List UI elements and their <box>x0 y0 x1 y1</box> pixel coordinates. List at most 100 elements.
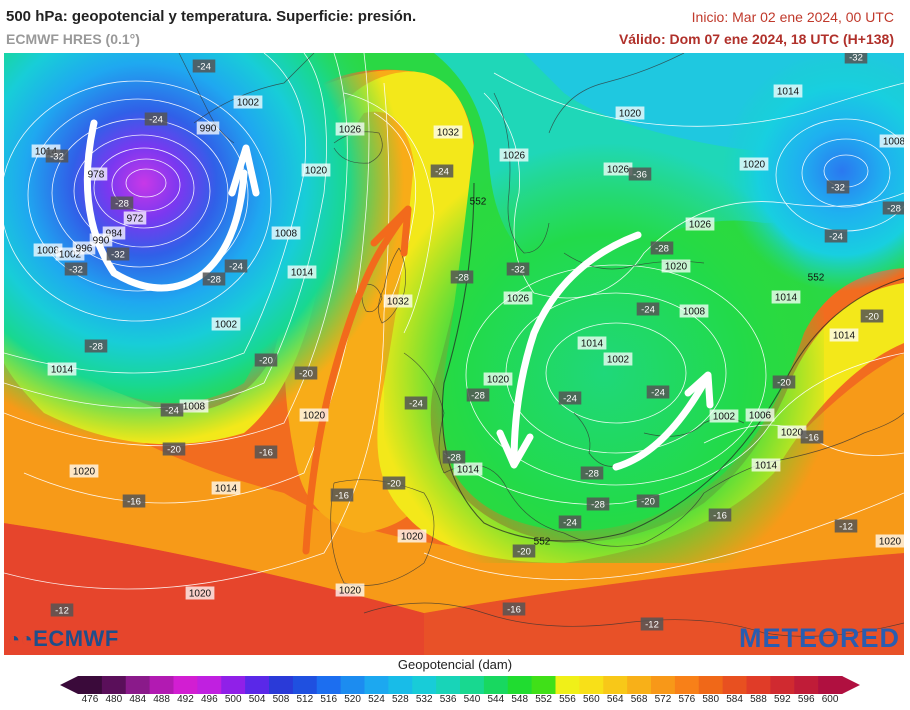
colorbar-tick: 536 <box>439 694 457 705</box>
pressure-label: 1008 <box>679 304 709 318</box>
svg-text:-20: -20 <box>167 445 181 456</box>
svg-text:1002: 1002 <box>59 250 82 261</box>
svg-text:-20: -20 <box>387 479 401 490</box>
colorbar-swatch <box>674 676 700 694</box>
pressure-label: 1032 <box>383 294 413 308</box>
colorbar-swatch <box>603 676 628 694</box>
svg-text:1014: 1014 <box>833 331 856 342</box>
svg-text:-20: -20 <box>777 378 791 389</box>
temperature-label: -20 <box>636 494 660 508</box>
colorbar-tick: 520 <box>344 694 361 705</box>
svg-text:-20: -20 <box>865 312 879 323</box>
pressure-label: 1014 <box>47 362 77 376</box>
colorbar-tick: 600 <box>821 694 839 705</box>
colorbar-swatch <box>507 676 533 694</box>
temperature-label: -28 <box>580 466 604 480</box>
colorbar-swatch <box>173 676 198 694</box>
svg-text:1020: 1020 <box>487 375 510 386</box>
svg-text:-16: -16 <box>507 605 521 616</box>
svg-text:-20: -20 <box>641 497 655 508</box>
temperature-label: -16 <box>122 494 146 508</box>
temperature-label: -28 <box>84 339 108 353</box>
contour-label: 552 <box>808 273 825 284</box>
colorbar-swatch <box>531 676 556 694</box>
svg-text:-16: -16 <box>259 448 273 459</box>
colorbar-ticks: 476 480 484 488 492 496 500 504 508 512 516 520 524 5… <box>58 694 860 708</box>
svg-text:-24: -24 <box>651 388 665 399</box>
svg-text:-20: -20 <box>259 356 273 367</box>
svg-text:1020: 1020 <box>781 428 804 439</box>
colorbar-swatch <box>555 676 580 694</box>
colorbar-tick: 544 <box>487 694 505 705</box>
pressure-label: 1002 <box>709 409 739 423</box>
pressure-label: 1020 <box>69 464 99 478</box>
svg-text:-24: -24 <box>435 167 449 178</box>
colorbar-swatch <box>412 676 437 694</box>
svg-text:-28: -28 <box>655 244 669 255</box>
pressure-label: 990 <box>89 233 113 247</box>
colorbar-tick: 592 <box>773 694 791 705</box>
svg-text:1014: 1014 <box>457 465 480 476</box>
temperature-label: -16 <box>800 430 824 444</box>
colorbar-tick: 532 <box>415 694 433 705</box>
pressure-label: 1008 <box>33 243 63 257</box>
model-name: ECMWF HRES (0.1°) <box>6 31 140 47</box>
colorbar-tick: 548 <box>511 694 529 705</box>
svg-text:-36: -36 <box>633 170 647 181</box>
colorbar-tick: 564 <box>606 694 624 705</box>
colorbar-tick: 580 <box>702 694 720 705</box>
svg-text:552: 552 <box>534 537 551 548</box>
pressure-label: 978 <box>84 167 108 181</box>
pressure-label: 1014 <box>287 265 317 279</box>
svg-text:-16: -16 <box>805 433 819 444</box>
colorbar-tick: 512 <box>296 694 314 705</box>
svg-text:1014: 1014 <box>755 461 778 472</box>
svg-text:1026: 1026 <box>503 151 526 162</box>
svg-text:1008: 1008 <box>883 137 904 148</box>
pressure-label: 1008 <box>271 226 301 240</box>
pressure-label: 1026 <box>335 122 365 136</box>
svg-text:1002: 1002 <box>237 98 260 109</box>
svg-text:1032: 1032 <box>437 128 460 139</box>
temperature-label: -28 <box>442 450 466 464</box>
colorbar-swatch <box>101 676 127 694</box>
colorbar-tick: 572 <box>654 694 672 705</box>
pressure-label: 990 <box>196 121 220 135</box>
svg-text:972: 972 <box>127 214 144 225</box>
svg-text:552: 552 <box>470 197 487 208</box>
temperature-label: -24 <box>160 403 184 417</box>
temperature-label: -36 <box>628 167 652 181</box>
svg-text:990: 990 <box>93 236 110 247</box>
map-title: 500 hPa: geopotencial y temperatura. Sup… <box>6 8 417 25</box>
svg-text:1014: 1014 <box>775 293 798 304</box>
svg-text:1026: 1026 <box>689 220 712 231</box>
pressure-label: 1020 <box>299 408 329 422</box>
colorbar-swatch <box>722 676 747 694</box>
pressure-label: 1020 <box>301 163 331 177</box>
pressure-label: 1020 <box>777 425 807 439</box>
svg-text:-24: -24 <box>149 115 163 126</box>
svg-text:-28: -28 <box>887 204 901 215</box>
pressure-label: 1020 <box>185 586 215 600</box>
pressure-label: 1026 <box>685 217 715 231</box>
svg-text:1020: 1020 <box>305 166 328 177</box>
temperature-label: -16 <box>330 488 354 502</box>
svg-text:-12: -12 <box>839 522 853 533</box>
pressure-label: 1014 <box>453 462 483 476</box>
svg-text:-28: -28 <box>471 391 485 402</box>
temperature-label: -16 <box>708 508 732 522</box>
colorbar-swatch <box>197 676 222 694</box>
svg-text:1026: 1026 <box>339 125 362 136</box>
svg-text:-16: -16 <box>335 491 349 502</box>
temperature-label: -16 <box>502 602 526 616</box>
svg-text:-28: -28 <box>455 273 469 284</box>
svg-text:1020: 1020 <box>879 537 902 548</box>
temperature-label: -32 <box>45 149 69 163</box>
pressure-label: 996 <box>72 241 96 255</box>
temperature-label: -12 <box>50 603 74 617</box>
colorbar-swatch <box>221 676 246 694</box>
svg-text:996: 996 <box>76 244 93 255</box>
temperature-label: -20 <box>512 544 536 558</box>
colorbar-tick: 504 <box>248 694 266 705</box>
svg-text:978: 978 <box>88 170 105 181</box>
